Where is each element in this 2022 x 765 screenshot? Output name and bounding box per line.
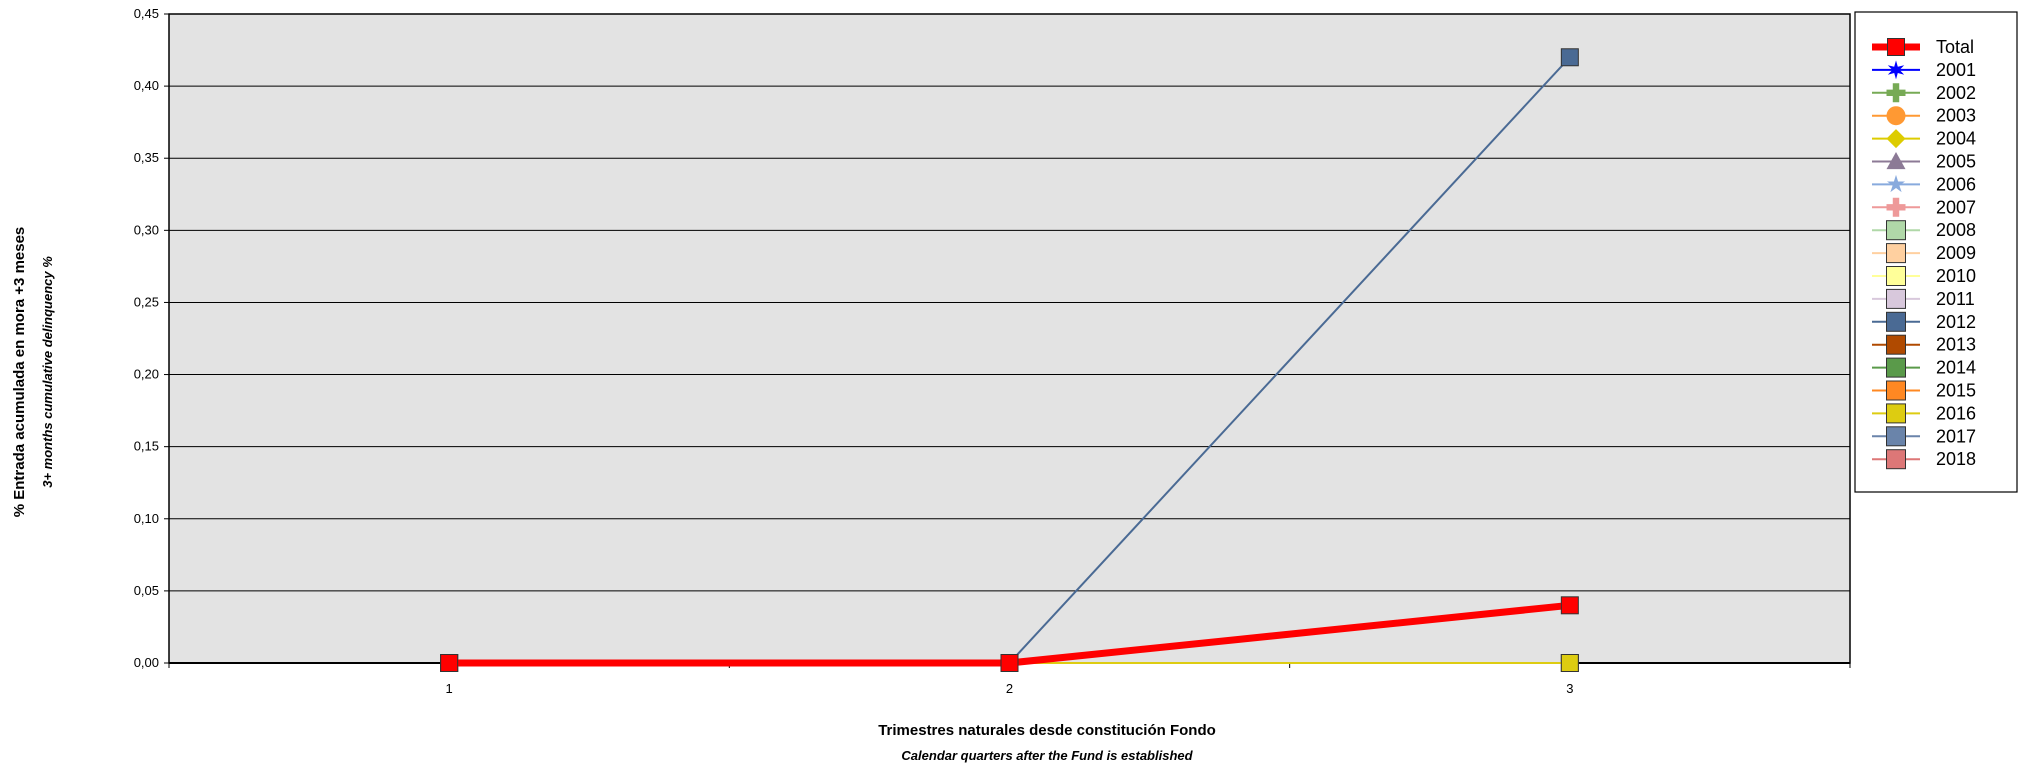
legend-item: 2015: [1872, 380, 1976, 401]
data-point: [1560, 654, 1579, 672]
legend-item: 2010: [1872, 266, 1976, 286]
y-tick-label: 0,10: [134, 511, 159, 526]
x-tick-label: 2: [1006, 681, 1013, 696]
series-lines: [440, 48, 1579, 672]
legend-item: 2017: [1872, 426, 1976, 447]
legend-marker: [1886, 129, 1906, 149]
y-tick-label: 0,35: [134, 150, 159, 165]
legend-marker: [1887, 38, 1905, 56]
legend-label: 2005: [1936, 152, 1976, 172]
legend-label: 2003: [1936, 106, 1976, 126]
legend-label: 2015: [1936, 381, 1976, 401]
data-point: [1000, 654, 1019, 672]
legend-marker: [1886, 334, 1906, 355]
legend-marker: [1886, 311, 1906, 332]
legend-item: 2005: [1872, 152, 1976, 172]
y-tick-label: 0,30: [134, 222, 159, 237]
legend-marker: [1886, 380, 1906, 401]
y-tick-label: 0,00: [134, 655, 159, 670]
legend-marker: [1887, 60, 1905, 80]
legend-marker: [1887, 174, 1905, 193]
y-tick-label: 0,45: [134, 6, 159, 21]
data-point: [440, 654, 459, 672]
legend-label: 2007: [1936, 197, 1976, 217]
legend-label: 2014: [1936, 358, 1976, 378]
legend-label: 2004: [1936, 129, 1976, 149]
legend-label: Total: [1936, 37, 1974, 57]
y-tick-label: 0,25: [134, 294, 159, 309]
legend-label: 2017: [1936, 426, 1976, 446]
legend-label: 2012: [1936, 312, 1976, 332]
y-axis-subtitle: 3+ months cumulative delinquency %: [40, 256, 55, 488]
y-axis-title: % Entrada acumulada en mora +3 meses: [11, 227, 28, 518]
legend-marker: [1886, 243, 1906, 264]
legend-item: 2012: [1872, 311, 1976, 332]
legend-item: 2018: [1872, 449, 1976, 470]
y-axis-ticks: 0,00 0,05 0,10 0,15 0,20 0,25 0,30 0,35 0,40 0,45: [134, 6, 169, 670]
legend-label: 2009: [1936, 243, 1976, 263]
legend-item: 2004: [1872, 129, 1976, 149]
series-line: [1008, 56, 1571, 664]
legend-marker: [1886, 197, 1906, 217]
legend-marker: [1886, 106, 1906, 126]
legend-label: 2001: [1936, 60, 1976, 80]
legend-label: 2010: [1936, 266, 1976, 286]
legend-marker: [1886, 426, 1906, 447]
legend-label: 2006: [1936, 174, 1976, 194]
legend-item: Total: [1872, 37, 1974, 57]
legend-item: 2007: [1872, 197, 1976, 217]
legend-item: 2002: [1872, 83, 1976, 103]
legend-item: 2013: [1872, 334, 1976, 355]
y-tick-label: 0,05: [134, 583, 159, 598]
legend-item: 2001: [1872, 60, 1976, 80]
y-tick-label: 0,40: [134, 78, 159, 93]
legend-label: 2008: [1936, 220, 1976, 240]
x-tick-label: 1: [446, 681, 453, 696]
x-tick-label: 3: [1566, 681, 1573, 696]
legend-label: 2002: [1936, 83, 1976, 103]
x-axis-subtitle: Calendar quarters after the Fund is esta…: [901, 748, 1193, 763]
legend-marker: [1886, 288, 1906, 309]
plot-area: [168, 13, 1851, 664]
legend-marker: [1886, 83, 1906, 103]
legend-item: 2003: [1872, 106, 1976, 126]
legend-marker: [1886, 152, 1906, 170]
legend-label: 2013: [1936, 335, 1976, 355]
legend-marker: [1886, 357, 1906, 378]
legend-marker: [1886, 220, 1906, 241]
legend-marker: [1886, 403, 1906, 424]
data-point: [1560, 596, 1579, 615]
legend-item: 2016: [1872, 403, 1976, 424]
legend-item: 2014: [1872, 357, 1976, 378]
legend-label: 2016: [1936, 403, 1976, 423]
legend-label: 2018: [1936, 449, 1976, 469]
data-point: [1560, 48, 1579, 67]
x-axis-title: Trimestres naturales desde constitución …: [878, 722, 1216, 739]
legend-item: 2006: [1872, 174, 1976, 194]
legend-marker: [1886, 266, 1906, 286]
legend-marker: [1886, 449, 1906, 470]
legend-label: 2011: [1936, 289, 1975, 309]
series-Total: [440, 596, 1579, 672]
legend-item: 2009: [1872, 243, 1976, 264]
legend-item: 2008: [1872, 220, 1976, 241]
legend-item: 2011: [1872, 288, 1975, 309]
y-tick-label: 0,20: [134, 367, 159, 382]
y-tick-label: 0,15: [134, 439, 159, 454]
